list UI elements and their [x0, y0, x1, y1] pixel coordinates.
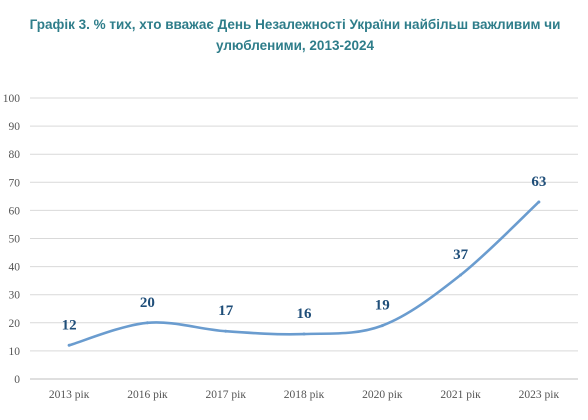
y-axis: 0 10 20 30 40 50 60 70 80 90 100: [3, 93, 21, 386]
chart-title: Графік 3. % тих, хто вважає День Незалеж…: [29, 17, 561, 53]
y-tick-label: 0: [14, 374, 20, 386]
y-tick-label: 60: [9, 205, 21, 217]
x-tick-label: 2013 рік: [49, 389, 90, 401]
gridlines: [30, 97, 578, 380]
y-tick-label: 20: [9, 318, 21, 330]
y-tick-label: 100: [3, 93, 21, 105]
data-label: 19: [375, 298, 390, 314]
data-label: 37: [453, 247, 469, 263]
x-tick-label: 2023 рік: [519, 389, 560, 401]
data-label: 63: [531, 174, 546, 190]
y-tick-label: 50: [9, 234, 21, 246]
y-tick-label: 80: [9, 149, 21, 161]
x-tick-label: 2020 рік: [362, 389, 403, 401]
y-tick-label: 10: [9, 346, 21, 358]
y-tick-label: 90: [9, 121, 21, 133]
data-point: [380, 324, 384, 328]
x-tick-label: 2021 рік: [440, 389, 481, 401]
data-label: 12: [62, 317, 77, 333]
y-tick-label: 40: [9, 262, 21, 274]
data-label: 20: [140, 295, 155, 311]
data-point: [224, 329, 228, 333]
x-axis: 2013 рік 2016 рік 2017 рік 2018 рік 2020 рік…: [49, 389, 560, 401]
series-line: [67, 200, 541, 347]
y-tick-label: 30: [9, 290, 21, 302]
data-point: [145, 321, 149, 325]
data-label: 17: [218, 303, 234, 319]
x-tick-label: 2017 рік: [206, 389, 247, 401]
data-label: 16: [297, 306, 313, 322]
data-point: [459, 273, 463, 277]
x-tick-label: 2018 рік: [284, 389, 325, 401]
series: [67, 200, 541, 347]
data-labels: 12 20 17 16 19 37 63: [62, 174, 547, 333]
data-point: [537, 200, 541, 204]
data-point: [302, 332, 306, 336]
data-point: [67, 343, 71, 347]
x-tick-label: 2016 рік: [127, 389, 168, 401]
y-tick-label: 70: [9, 177, 21, 189]
